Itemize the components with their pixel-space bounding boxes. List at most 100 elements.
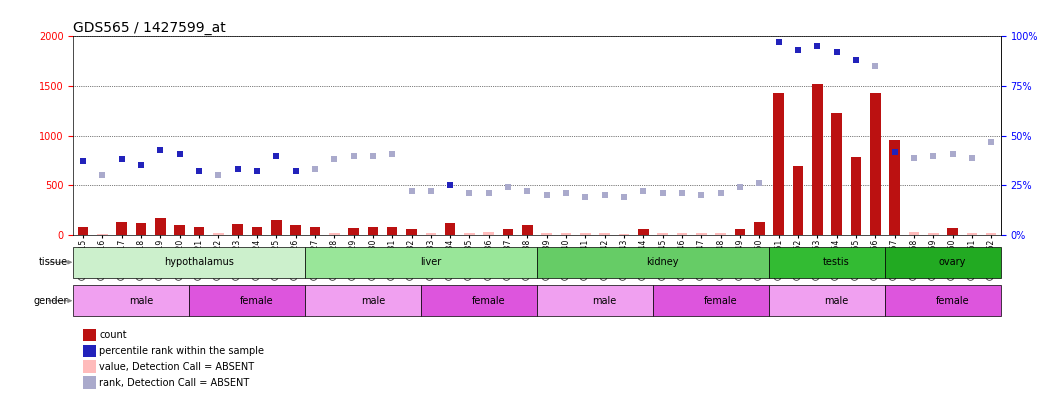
Point — [944, 150, 961, 157]
Point — [558, 190, 574, 196]
Bar — [909, 232, 919, 235]
Point — [963, 154, 980, 161]
Bar — [329, 233, 340, 235]
Text: percentile rank within the sample: percentile rank within the sample — [100, 346, 264, 356]
Text: male: male — [825, 296, 849, 306]
Point — [635, 188, 652, 194]
Bar — [252, 227, 262, 235]
Point — [326, 156, 343, 163]
Bar — [653, 285, 769, 316]
Bar — [271, 220, 282, 235]
Point — [539, 192, 555, 198]
Bar — [537, 247, 769, 278]
Bar — [885, 247, 1001, 278]
Point — [828, 49, 845, 55]
Point — [905, 154, 922, 161]
Bar — [537, 285, 653, 316]
Bar — [986, 233, 997, 235]
Bar — [870, 93, 880, 235]
Bar — [542, 233, 552, 235]
Bar — [483, 232, 494, 235]
Point — [770, 39, 787, 46]
Bar — [78, 227, 88, 235]
Point — [345, 152, 362, 159]
Text: male: male — [361, 296, 385, 306]
Point — [887, 148, 903, 155]
Bar — [769, 247, 885, 278]
Text: female: female — [472, 296, 505, 306]
Bar — [368, 227, 378, 235]
Text: kidney: kidney — [647, 257, 679, 267]
Bar — [503, 229, 514, 235]
Point — [230, 166, 246, 173]
Bar — [966, 233, 977, 235]
Point — [789, 47, 806, 53]
Bar — [696, 233, 706, 235]
Text: gender: gender — [34, 296, 68, 306]
Text: female: female — [240, 296, 274, 306]
Bar — [716, 233, 726, 235]
Bar — [581, 233, 591, 235]
Bar — [290, 226, 301, 235]
Point — [94, 172, 111, 179]
Bar — [677, 233, 687, 235]
Text: hypothalamus: hypothalamus — [165, 257, 234, 267]
Point — [422, 188, 439, 194]
Text: ovary: ovary — [939, 257, 966, 267]
Point — [306, 166, 323, 173]
Text: testis: testis — [824, 257, 850, 267]
Bar — [947, 228, 958, 235]
Point — [210, 172, 226, 179]
Bar — [305, 285, 421, 316]
Point — [74, 158, 91, 165]
Point — [867, 63, 883, 70]
Bar — [155, 217, 166, 235]
Bar — [464, 233, 475, 235]
Point — [809, 43, 826, 50]
Text: female: female — [936, 296, 969, 306]
Bar — [773, 93, 784, 235]
Bar — [83, 345, 95, 357]
Bar — [831, 113, 842, 235]
Bar — [421, 285, 537, 316]
Bar — [812, 84, 823, 235]
Bar — [599, 233, 610, 235]
Bar — [97, 234, 108, 235]
Point — [519, 188, 536, 194]
Text: value, Detection Call = ABSENT: value, Detection Call = ABSENT — [100, 362, 255, 372]
Point — [732, 184, 748, 190]
Bar — [407, 230, 417, 235]
Point — [983, 139, 1000, 145]
Bar — [444, 223, 456, 235]
Point — [268, 152, 285, 159]
Bar — [174, 225, 184, 235]
Text: male: male — [129, 296, 153, 306]
Bar — [618, 234, 630, 235]
Point — [113, 156, 130, 163]
Point — [287, 168, 304, 175]
Point — [442, 182, 459, 189]
Bar — [213, 233, 223, 235]
Bar — [522, 225, 532, 235]
Point — [133, 162, 150, 168]
Bar — [387, 227, 397, 235]
Point — [152, 146, 169, 153]
Bar — [348, 228, 358, 235]
Point — [480, 190, 497, 196]
Text: tissue: tissue — [39, 257, 68, 267]
Bar — [73, 247, 305, 278]
Bar — [83, 329, 95, 341]
Bar — [305, 247, 537, 278]
Bar — [890, 140, 900, 235]
Point — [384, 150, 400, 157]
Bar — [638, 230, 649, 235]
Text: count: count — [100, 330, 127, 340]
Point — [615, 194, 632, 200]
Point — [596, 192, 613, 198]
Text: GDS565 / 1427599_at: GDS565 / 1427599_at — [73, 21, 226, 35]
Bar — [657, 233, 668, 235]
Text: female: female — [704, 296, 738, 306]
Bar — [561, 233, 571, 235]
Bar — [309, 228, 321, 235]
Point — [693, 192, 709, 198]
